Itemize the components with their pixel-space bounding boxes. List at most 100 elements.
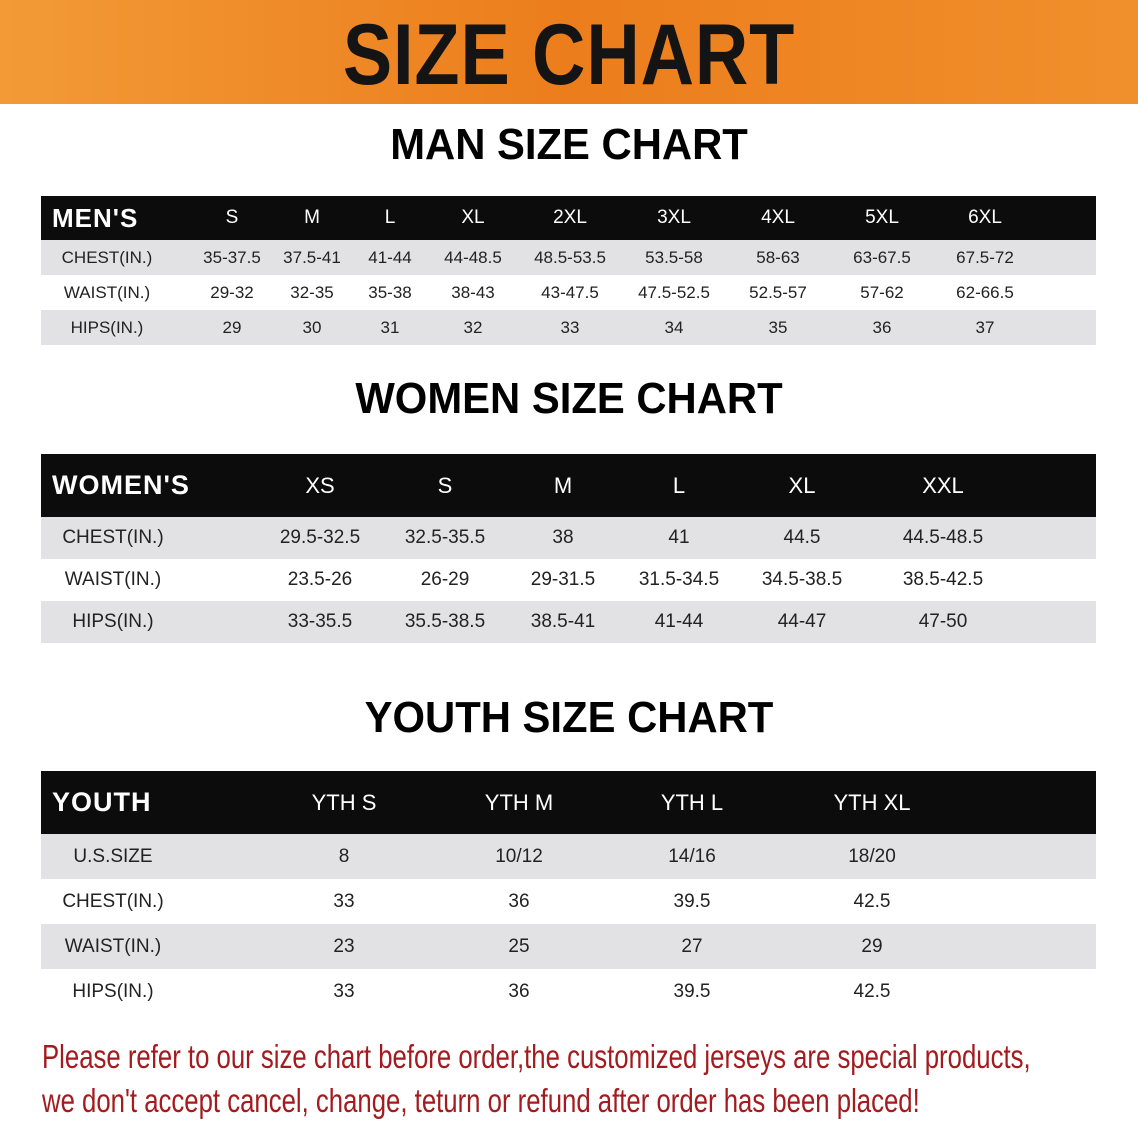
table-cell: 8 xyxy=(338,845,350,867)
table-cell: 57-62 xyxy=(860,282,904,302)
table-row: WAIST(IN.) 29-32 32-35 35-38 38-43 43-47.5 47.… xyxy=(41,275,1096,310)
table-cell: 41 xyxy=(668,527,690,548)
table-cell: 41-44 xyxy=(654,611,704,632)
table-row: HIPS(IN.) 33 36 39.5 42.5 xyxy=(41,969,1096,1014)
table-cell: 52.5-57 xyxy=(749,282,807,302)
size-column-header: 4XL xyxy=(761,207,795,228)
table-cell: 35-38 xyxy=(368,282,412,302)
table-cell: 38 xyxy=(552,527,574,548)
size-column-header: XXL xyxy=(922,472,964,498)
size-column-header: L xyxy=(672,472,686,498)
table-cell: 42.5 xyxy=(853,890,891,912)
size-column-header: XL xyxy=(461,207,485,228)
table-row: WAIST(IN.) 23.5-26 26-29 29-31.5 31.5-34.5 34… xyxy=(41,559,1096,601)
size-column-header: M xyxy=(304,207,320,228)
row-label: HIPS(IN.) xyxy=(72,611,154,632)
size-column-header: M xyxy=(553,472,573,498)
table-cell: 38.5-41 xyxy=(530,611,596,632)
row-label: HIPS(IN.) xyxy=(72,980,154,1002)
table-cell: 36 xyxy=(508,980,530,1002)
table-cell: 35 xyxy=(768,317,788,337)
table-cell: 53.5-58 xyxy=(645,247,703,267)
table-cell: 29 xyxy=(222,317,242,337)
table-cell: 33 xyxy=(333,980,355,1002)
table-cell: 29 xyxy=(861,935,883,957)
table-row: CHEST(IN.) 35-37.5 37.5-41 41-44 44-48.5 48.5… xyxy=(41,240,1096,275)
row-label: CHEST(IN.) xyxy=(61,247,153,267)
table-cell: 32 xyxy=(463,317,483,337)
table-cell: 31 xyxy=(380,317,400,337)
table-header-row: YOUTH YTH S YTH M YTH L YTH XL xyxy=(41,771,1096,834)
table-cell: 43-47.5 xyxy=(541,282,599,302)
table-cell: 44-48.5 xyxy=(444,247,502,267)
table-row: WAIST(IN.) 23 25 27 29 xyxy=(41,924,1096,969)
size-column-header: 3XL xyxy=(657,207,691,228)
table-cell: 31.5-34.5 xyxy=(638,569,720,590)
size-column-header: YTH XL xyxy=(833,789,911,815)
table-cell: 67.5-72 xyxy=(956,247,1014,267)
row-label: U.S.SIZE xyxy=(73,845,153,867)
size-column-header: L xyxy=(384,207,396,228)
table-cell: 44.5-48.5 xyxy=(902,527,984,548)
table-cell: 47-50 xyxy=(918,611,968,632)
table-cell: 32.5-35.5 xyxy=(404,527,486,548)
men-section-title: MAN SIZE CHART xyxy=(390,120,748,169)
size-column-header: YTH L xyxy=(660,789,724,815)
table-cell: 25 xyxy=(508,935,530,957)
table-cell: 23 xyxy=(333,935,355,957)
row-label: WAIST(IN.) xyxy=(64,935,162,957)
table-cell: 14/16 xyxy=(668,845,716,867)
table-row: U.S.SIZE 8 10/12 14/16 18/20 xyxy=(41,834,1096,879)
size-column-header: YTH M xyxy=(484,789,554,815)
row-label: CHEST(IN.) xyxy=(62,890,164,912)
page-title: SIZE CHART xyxy=(342,7,796,103)
size-column-header: 2XL xyxy=(553,207,587,228)
table-cell: 62-66.5 xyxy=(956,282,1014,302)
table-cell: 63-67.5 xyxy=(853,247,911,267)
table-cell: 29-32 xyxy=(210,282,254,302)
row-label: WAIST(IN.) xyxy=(64,569,162,590)
title-banner: SIZE CHART xyxy=(0,0,1138,104)
row-label: HIPS(IN.) xyxy=(70,317,144,337)
women-section-title: WOMEN SIZE CHART xyxy=(355,374,783,423)
table-cell: 33 xyxy=(333,890,355,912)
table-cell: 33 xyxy=(560,317,580,337)
table-cell: 34.5-38.5 xyxy=(761,569,843,590)
table-cell: 27 xyxy=(681,935,703,957)
table-header-label: MEN'S xyxy=(52,202,139,233)
table-cell: 35-37.5 xyxy=(203,247,261,267)
size-column-header: XL xyxy=(788,472,816,498)
table-cell: 42.5 xyxy=(853,980,891,1002)
row-label: WAIST(IN.) xyxy=(63,282,151,302)
table-cell: 10/12 xyxy=(495,845,543,867)
table-header-label: WOMEN'S xyxy=(52,470,190,500)
table-cell: 48.5-53.5 xyxy=(534,247,606,267)
table-cell: 44-47 xyxy=(777,611,827,632)
table-cell: 58-63 xyxy=(756,247,800,267)
table-row: HIPS(IN.) 33-35.5 35.5-38.5 38.5-41 41-44 44-… xyxy=(41,601,1096,643)
table-cell: 36 xyxy=(508,890,530,912)
table-cell: 29.5-32.5 xyxy=(279,527,361,548)
table-cell: 26-29 xyxy=(420,569,470,590)
table-row: HIPS(IN.) 29 30 31 32 33 34 35 36 37 xyxy=(41,310,1096,345)
table-cell: 34 xyxy=(664,317,684,337)
table-cell: 35.5-38.5 xyxy=(404,611,486,632)
table-header-row: MEN'S S M L XL 2XL 3XL 4XL 5XL 6XL xyxy=(41,196,1096,240)
size-column-header: 6XL xyxy=(968,207,1002,228)
table-cell: 33-35.5 xyxy=(287,611,353,632)
table-header-row: WOMEN'S XS S M L XL XXL xyxy=(41,454,1096,517)
table-cell: 47.5-52.5 xyxy=(638,282,710,302)
table-cell: 37 xyxy=(975,317,995,337)
table-cell: 39.5 xyxy=(673,980,711,1002)
table-cell: 23.5-26 xyxy=(287,569,353,590)
table-cell: 44.5 xyxy=(783,527,821,548)
table-cell: 38.5-42.5 xyxy=(902,569,984,590)
table-header-label: YOUTH xyxy=(52,787,152,817)
table-cell: 30 xyxy=(302,317,322,337)
youth-section-title: YOUTH SIZE CHART xyxy=(364,693,774,742)
table-cell: 18/20 xyxy=(848,845,896,867)
table-cell: 38-43 xyxy=(451,282,495,302)
table-row: CHEST(IN.) 29.5-32.5 32.5-35.5 38 41 44.5 44.5… xyxy=(41,517,1096,559)
table-row: CHEST(IN.) 33 36 39.5 42.5 xyxy=(41,879,1096,924)
table-cell: 32-35 xyxy=(290,282,334,302)
